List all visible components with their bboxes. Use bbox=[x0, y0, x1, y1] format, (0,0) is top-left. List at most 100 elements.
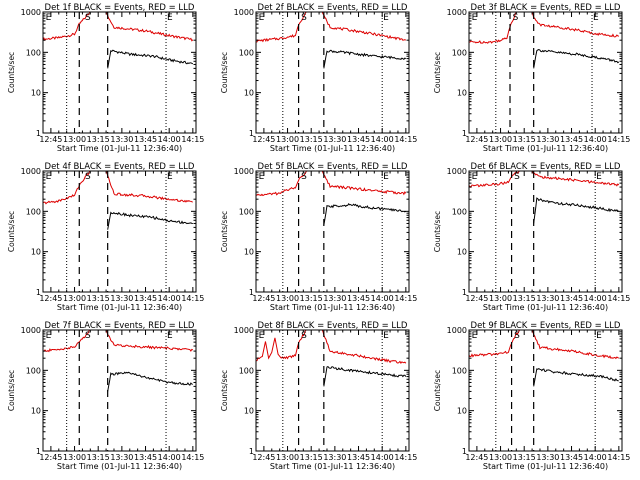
series-group bbox=[469, 330, 620, 387]
series-group bbox=[256, 12, 407, 69]
x-tick-label: 13:15 bbox=[87, 135, 110, 144]
x-tick-label: 14:00 bbox=[371, 135, 394, 144]
event-marker-label: E bbox=[383, 331, 389, 341]
series-group bbox=[469, 12, 620, 69]
x-axis-label: Start Time (01-Jul-11 12:36:40) bbox=[270, 144, 395, 153]
y-tick-label: 100 bbox=[452, 207, 467, 216]
x-tick-label: 14:15 bbox=[394, 294, 417, 303]
x-tick-label: 12:45 bbox=[252, 453, 275, 462]
series-line-events bbox=[107, 211, 193, 230]
series-line-lld bbox=[43, 330, 194, 353]
plot-frame bbox=[42, 11, 197, 134]
x-axis-label: Start Time (01-Jul-11 12:36:40) bbox=[57, 303, 182, 312]
x-tick-label: 13:45 bbox=[134, 135, 157, 144]
event-marker-label: E bbox=[383, 172, 389, 182]
y-tick-label: 1 bbox=[36, 288, 41, 297]
x-tick-label: 14:15 bbox=[394, 453, 417, 462]
series-line-lld bbox=[256, 12, 407, 43]
event-marker-label: S bbox=[85, 172, 91, 182]
panel-title: Det 6f BLACK = Events, RED = LLD bbox=[471, 162, 621, 172]
panel-title: Det 1f BLACK = Events, RED = LLD bbox=[45, 3, 195, 13]
series-line-lld bbox=[256, 171, 407, 197]
x-axis-label: Start Time (01-Jul-11 12:36:40) bbox=[57, 462, 182, 471]
y-tick-label: 1 bbox=[249, 447, 254, 456]
event-marker-label: E bbox=[472, 172, 478, 182]
panel-title: Det 9f BLACK = Events, RED = LLD bbox=[471, 321, 621, 331]
y-tick-label: 1 bbox=[462, 288, 467, 297]
y-tick-label: 10 bbox=[457, 89, 467, 98]
x-tick-label: 13:45 bbox=[347, 135, 370, 144]
panel-title: Det 4f BLACK = Events, RED = LLD bbox=[45, 162, 195, 172]
x-tick-label: 13:30 bbox=[536, 294, 559, 303]
event-marker-label: S bbox=[301, 172, 307, 182]
x-tick-label: 13:45 bbox=[560, 294, 583, 303]
x-tick-label: 14:15 bbox=[607, 453, 630, 462]
x-tick-label: 13:15 bbox=[300, 294, 323, 303]
event-marker-label: S bbox=[85, 13, 91, 23]
x-tick-label: 14:00 bbox=[158, 294, 181, 303]
x-tick-label: 14:00 bbox=[584, 453, 607, 462]
y-tick-label: 1000 bbox=[447, 8, 467, 17]
y-tick-label: 100 bbox=[452, 48, 467, 57]
x-axis-label: Start Time (01-Jul-11 12:36:40) bbox=[483, 303, 608, 312]
y-axis-label: Counts/sec bbox=[220, 52, 229, 93]
plot-frame bbox=[255, 329, 410, 452]
y-tick-label: 100 bbox=[26, 366, 41, 375]
event-marker-label: E bbox=[167, 13, 173, 23]
event-marker-label: E bbox=[596, 172, 602, 182]
series-line-lld bbox=[469, 171, 620, 189]
x-tick-label: 13:00 bbox=[276, 294, 299, 303]
x-tick-label: 14:15 bbox=[607, 294, 630, 303]
series-line-lld bbox=[43, 12, 194, 42]
event-marker-label: E bbox=[259, 13, 265, 23]
x-tick-label: 13:30 bbox=[536, 453, 559, 462]
x-tick-label: 13:30 bbox=[323, 294, 346, 303]
x-axis-label: Start Time (01-Jul-11 12:36:40) bbox=[57, 144, 182, 153]
x-tick-label: 14:00 bbox=[584, 135, 607, 144]
x-tick-label: 13:30 bbox=[323, 453, 346, 462]
x-tick-label: 13:30 bbox=[110, 294, 133, 303]
y-tick-label: 1 bbox=[36, 129, 41, 138]
series-line-events bbox=[533, 48, 620, 69]
x-tick-label: 12:45 bbox=[465, 135, 488, 144]
series-line-lld bbox=[256, 330, 407, 365]
panel-title: Det 3f BLACK = Events, RED = LLD bbox=[471, 3, 621, 13]
series-line-events bbox=[323, 203, 407, 226]
y-tick-label: 10 bbox=[31, 89, 41, 98]
x-tick-label: 13:15 bbox=[513, 135, 536, 144]
x-tick-label: 12:45 bbox=[465, 294, 488, 303]
panel-title: Det 5f BLACK = Events, RED = LLD bbox=[258, 162, 408, 172]
series-group bbox=[469, 171, 620, 224]
x-tick-label: 13:00 bbox=[63, 453, 86, 462]
event-marker-label: S bbox=[513, 13, 519, 23]
x-tick-label: 14:15 bbox=[607, 135, 630, 144]
event-marker-label: S bbox=[85, 331, 91, 341]
x-tick-label: 13:15 bbox=[300, 135, 323, 144]
x-tick-label: 13:45 bbox=[560, 135, 583, 144]
x-axis-label: Start Time (01-Jul-11 12:36:40) bbox=[270, 462, 395, 471]
x-tick-label: 13:15 bbox=[513, 294, 536, 303]
plot-frame bbox=[42, 170, 197, 293]
event-marker-label: E bbox=[259, 331, 265, 341]
x-tick-label: 13:15 bbox=[87, 453, 110, 462]
y-tick-label: 100 bbox=[239, 366, 254, 375]
series-line-events bbox=[533, 197, 620, 224]
y-tick-label: 10 bbox=[244, 89, 254, 98]
event-marker-label: E bbox=[596, 331, 602, 341]
x-axis-label: Start Time (01-Jul-11 12:36:40) bbox=[270, 303, 395, 312]
x-tick-label: 13:30 bbox=[110, 135, 133, 144]
x-tick-label: 13:45 bbox=[134, 453, 157, 462]
x-tick-label: 13:30 bbox=[323, 135, 346, 144]
plot-frame bbox=[42, 329, 197, 452]
y-tick-label: 1000 bbox=[447, 167, 467, 176]
event-marker-label: S bbox=[514, 331, 520, 341]
series-line-lld bbox=[469, 330, 620, 360]
y-axis-label: Counts/sec bbox=[433, 370, 442, 411]
y-tick-label: 100 bbox=[452, 366, 467, 375]
event-marker-label: S bbox=[301, 13, 307, 23]
x-tick-label: 14:00 bbox=[371, 294, 394, 303]
